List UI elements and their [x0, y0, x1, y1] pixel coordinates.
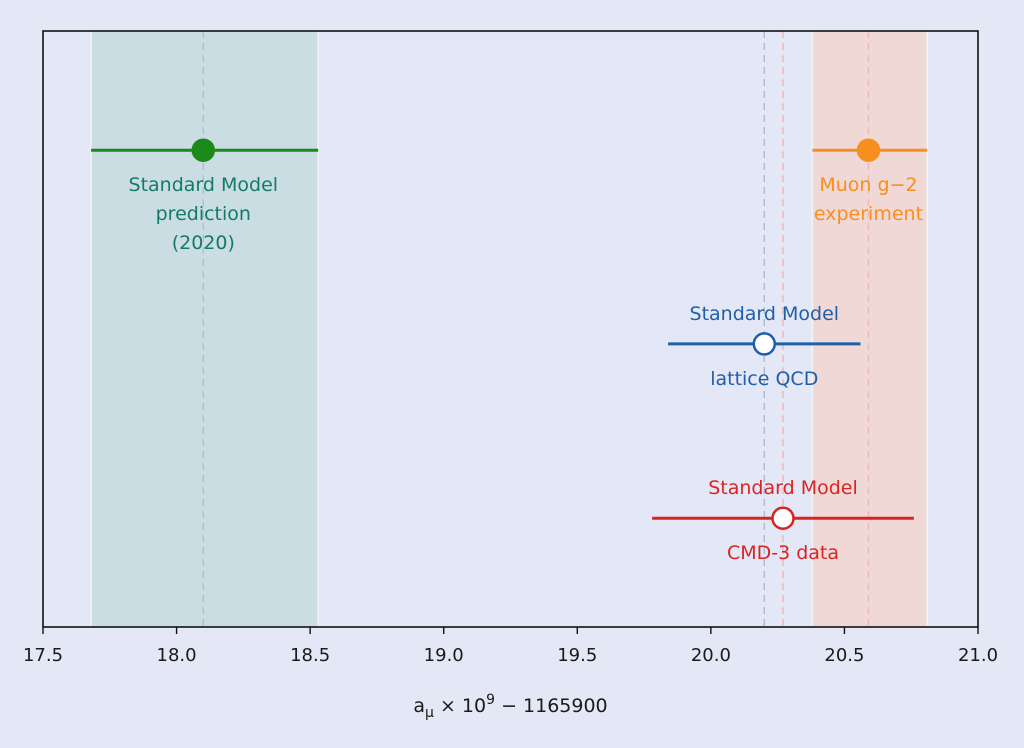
x-axis-label-tail: − 1165900 [495, 695, 608, 717]
point-label-experiment-below-0: Muon g−2 [819, 174, 917, 196]
point-label-cmd3-below-0: CMD-3 data [727, 542, 839, 564]
point-label-sm2020-below-0: Standard Model [129, 174, 279, 196]
point-label-cmd3-above-0: Standard Model [708, 477, 858, 499]
x-tick-label-4: 19.5 [557, 645, 597, 666]
points-layer: Standard Model prediction (2020) Muon g−2 ex… [91, 138, 928, 564]
x-tick-label-6: 20.5 [824, 645, 864, 666]
x-tick-label-3: 19.0 [424, 645, 464, 666]
plot-frame [42, 30, 979, 628]
x-tick-label-5: 20.0 [691, 645, 731, 666]
point-label-lattice-above-0: Standard Model [690, 303, 840, 325]
band-sm2020 [91, 31, 319, 627]
x-axis-label-superscript: 9 [486, 692, 495, 708]
data-point-cmd3 [771, 506, 795, 530]
data-point-lattice [752, 332, 777, 356]
point-label-experiment-below-1: experiment [814, 203, 923, 225]
data-point-sm2020 [191, 138, 216, 162]
x-tick-label-1: 18.0 [157, 645, 197, 666]
bands-layer [90, 31, 928, 627]
x-axis-label-mid: × 10 [434, 695, 486, 717]
x-tick-label-7: 21.0 [958, 645, 998, 666]
point-label-sm2020-below-2: (2020) [172, 232, 235, 254]
x-tick-label-2: 18.5 [290, 645, 330, 666]
point-label-sm2020-below-1: prediction [156, 203, 251, 225]
x-axis-label-base: a [413, 695, 425, 717]
x-tick-label-0: 17.5 [23, 645, 63, 666]
x-axis-label-subscript: μ [425, 705, 434, 721]
x-axis-label: aμ × 109 − 1165900 [413, 692, 607, 721]
band-experiment [812, 31, 928, 627]
data-point-experiment [856, 138, 881, 162]
x-axis: 17.5 18.0 18.5 19.0 19.5 20.0 20.5 21.0 [23, 627, 998, 666]
point-label-lattice-below-0: lattice QCD [710, 368, 818, 390]
